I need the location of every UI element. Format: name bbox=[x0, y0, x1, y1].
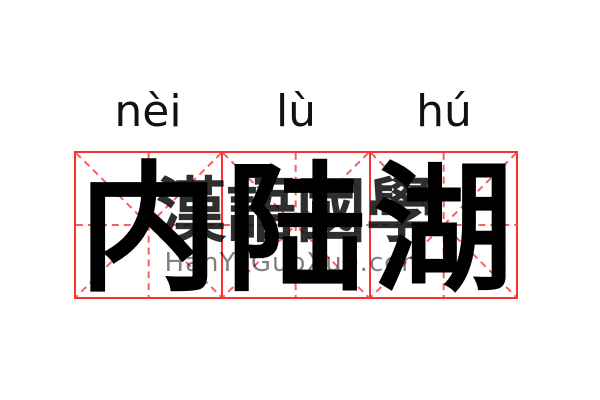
grid-guide-lines bbox=[76, 153, 222, 297]
character-glyph-1: 内 bbox=[78, 148, 219, 312]
grid-guide-lines bbox=[370, 153, 516, 297]
watermark-site-url: HanYuGuoXue.com bbox=[164, 248, 428, 278]
grid-guide-lines bbox=[223, 153, 369, 297]
pinyin-syllable-2: lù bbox=[275, 86, 317, 137]
watermark-brand-text: 漢語國學 bbox=[156, 169, 436, 252]
grid-cell-1: 内 bbox=[76, 153, 224, 300]
practice-grid: 内 陆 湖 bbox=[74, 151, 518, 300]
pinyin-syllable-3: hú bbox=[416, 86, 472, 137]
character-glyph-2: 陆 bbox=[225, 148, 366, 312]
pinyin-syllable-1: nèi bbox=[114, 86, 182, 137]
grid-cell-2: 陆 bbox=[223, 153, 371, 300]
character-glyph-3: 湖 bbox=[373, 148, 514, 312]
grid-cell-3: 湖 bbox=[370, 153, 516, 300]
